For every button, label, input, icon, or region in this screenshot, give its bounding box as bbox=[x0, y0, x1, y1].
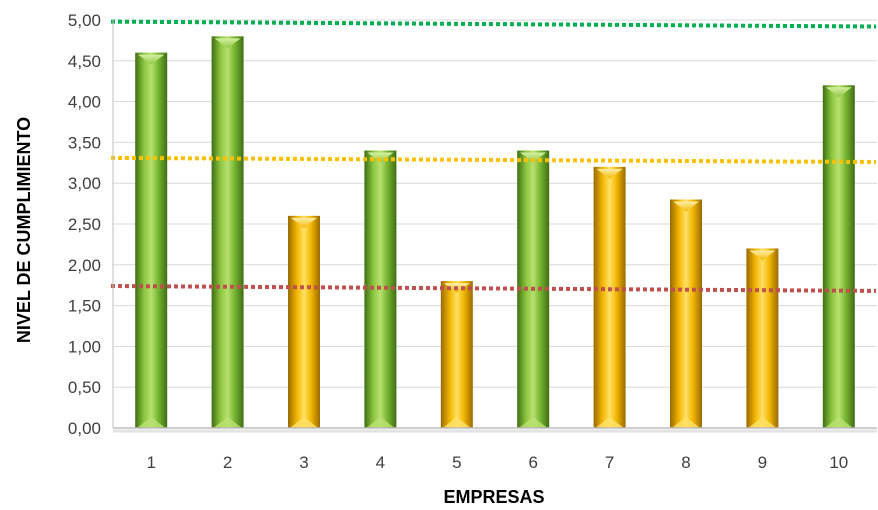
bar-top-bevel bbox=[214, 38, 241, 49]
x-tick-label: 7 bbox=[605, 453, 614, 472]
bar-3 bbox=[288, 215, 320, 428]
bar-body bbox=[135, 52, 168, 428]
x-tick-label: 8 bbox=[681, 453, 690, 472]
bar-body bbox=[440, 281, 473, 428]
bar-bottom-bevel bbox=[291, 417, 317, 427]
bar-top-bevel bbox=[673, 201, 699, 212]
reference-line-1 bbox=[110, 19, 877, 29]
bars bbox=[135, 36, 855, 428]
bar-8 bbox=[670, 199, 702, 428]
bar-5 bbox=[440, 281, 473, 428]
bar-top-bevel bbox=[596, 168, 623, 179]
y-tick-label: 1,00 bbox=[68, 337, 101, 356]
y-tick-label: 2,00 bbox=[68, 256, 101, 275]
bar-bottom-bevel bbox=[520, 417, 547, 427]
y-tick-label: 5,00 bbox=[68, 11, 101, 30]
bar-2 bbox=[211, 36, 244, 428]
x-tick-label: 2 bbox=[223, 453, 232, 472]
reference-line-3 bbox=[110, 284, 877, 293]
bar-top-bevel bbox=[291, 217, 317, 228]
x-tick-label: 3 bbox=[299, 453, 308, 472]
bar-bottom-bevel bbox=[443, 417, 470, 427]
y-tick-label: 0,50 bbox=[68, 378, 101, 397]
bar-top-bevel bbox=[825, 87, 852, 98]
bar-10 bbox=[822, 85, 855, 428]
y-tick-label: 3,50 bbox=[68, 133, 101, 152]
y-tick-label: 2,50 bbox=[68, 215, 101, 234]
x-tick-label: 4 bbox=[376, 453, 385, 472]
bar-bottom-bevel bbox=[596, 417, 623, 427]
x-tick-label: 10 bbox=[829, 453, 848, 472]
bar-7 bbox=[593, 166, 626, 428]
y-tick-label: 3,00 bbox=[68, 174, 101, 193]
bar-bottom-bevel bbox=[825, 417, 852, 427]
x-tick-label: 9 bbox=[758, 453, 767, 472]
bar-body bbox=[211, 36, 244, 428]
x-tick-label: 6 bbox=[528, 453, 537, 472]
y-tick-label: 4,00 bbox=[68, 93, 101, 112]
x-tick-label: 5 bbox=[452, 453, 461, 472]
axes: 0,00 0,50 1,00 1,50 2,00 2,50 3,00 3,50 4,00 4,50… bbox=[68, 11, 877, 472]
bar-9 bbox=[746, 248, 779, 428]
bar-body bbox=[288, 215, 320, 428]
bar-top-bevel bbox=[138, 54, 165, 65]
bar-bottom-bevel bbox=[673, 417, 699, 427]
bar-bottom-bevel bbox=[214, 417, 241, 427]
bar-bottom-bevel bbox=[749, 417, 776, 427]
bar-bottom-bevel bbox=[367, 417, 394, 427]
bar-body bbox=[746, 248, 779, 428]
y-axis-title: NIVEL DE CUMPLIMIENTO bbox=[14, 117, 34, 343]
bar-top-bevel bbox=[749, 250, 776, 261]
bar-body bbox=[822, 85, 855, 428]
y-tick-label: 0,00 bbox=[68, 419, 101, 438]
bar-body bbox=[593, 166, 626, 428]
bar-top-bevel bbox=[520, 152, 547, 163]
y-tick-label: 4,50 bbox=[68, 52, 101, 71]
reference-lines bbox=[110, 19, 877, 293]
bar-bottom-bevel bbox=[138, 417, 165, 427]
x-axis-title: EMPRESAS bbox=[443, 487, 544, 507]
x-tick-label: 1 bbox=[146, 453, 155, 472]
bar-1 bbox=[135, 52, 168, 428]
bar-body bbox=[670, 199, 702, 428]
y-tick-label: 1,50 bbox=[68, 297, 101, 316]
reference-line-2 bbox=[110, 155, 877, 164]
